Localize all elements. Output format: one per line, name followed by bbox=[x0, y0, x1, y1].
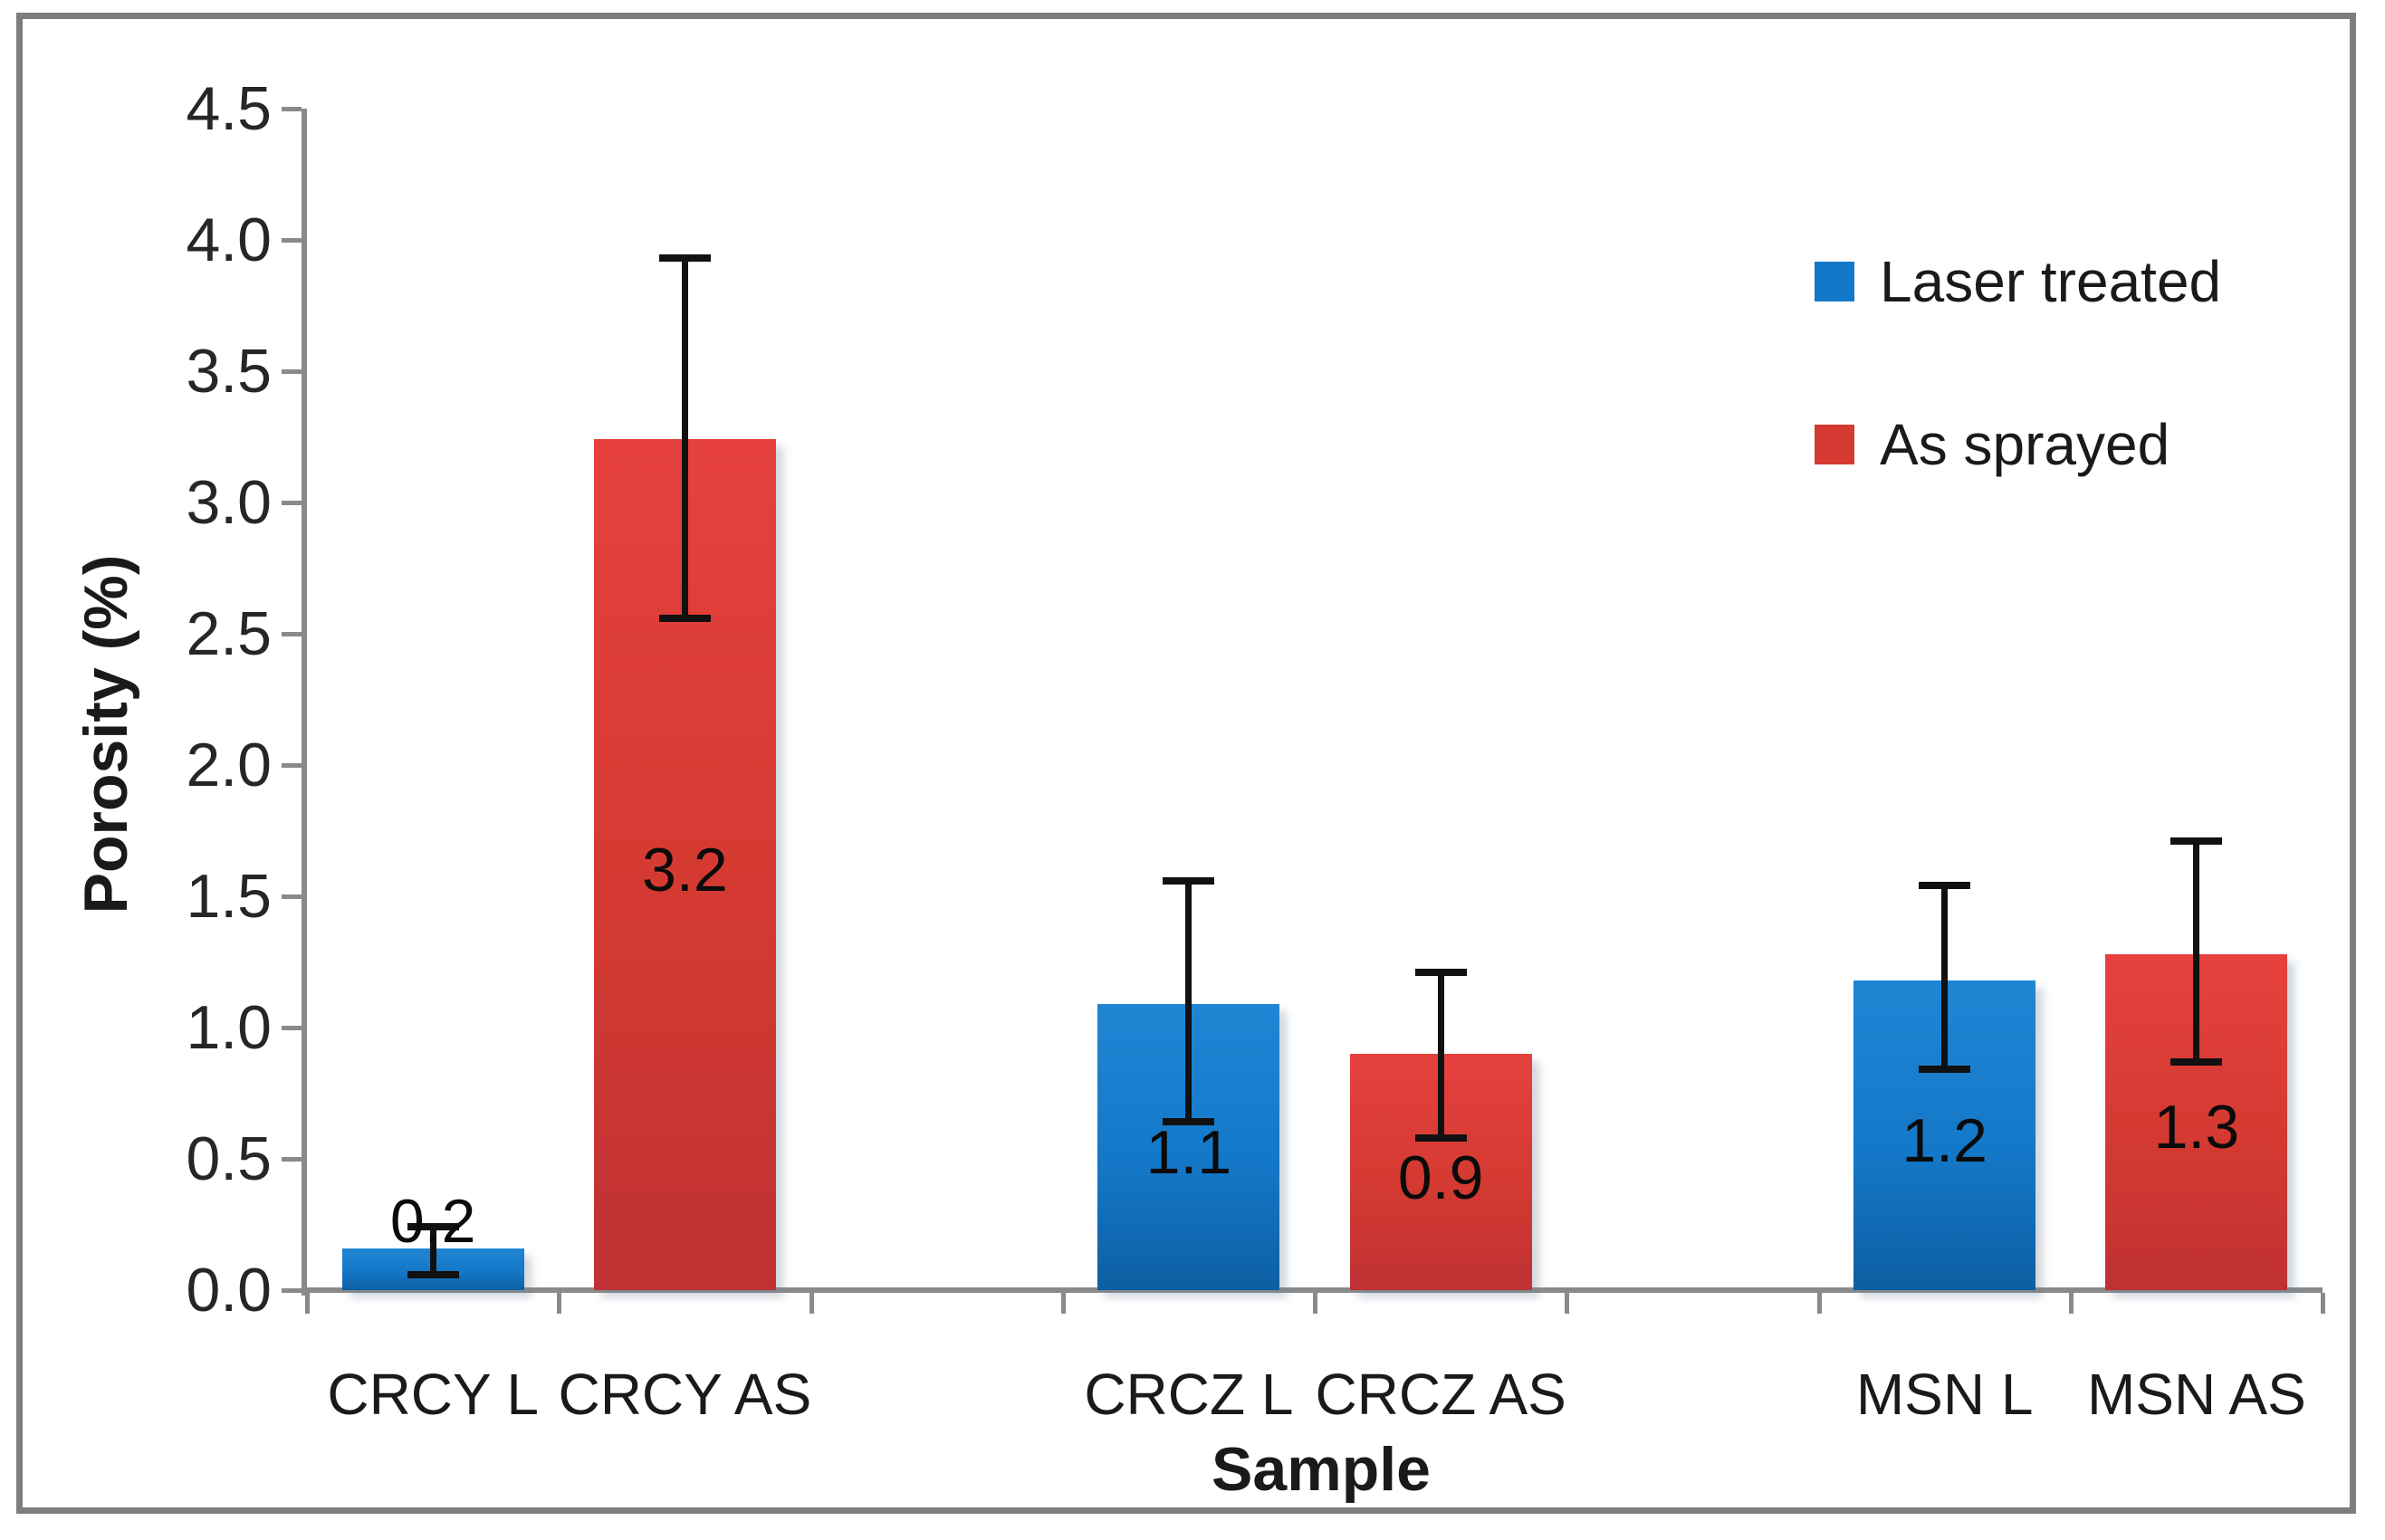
data-label: 1.1 bbox=[1145, 1117, 1232, 1187]
y-axis bbox=[302, 109, 307, 1296]
data-label: 0.2 bbox=[389, 1186, 476, 1256]
x-tick bbox=[2068, 1293, 2074, 1314]
error-bar-line bbox=[429, 1227, 436, 1275]
error-bar-cap-bottom bbox=[407, 1270, 459, 1278]
y-tick-label: 3.0 bbox=[186, 468, 272, 537]
y-tick bbox=[282, 894, 302, 899]
error-bar-line bbox=[1941, 885, 1949, 1070]
y-tick bbox=[282, 1157, 302, 1162]
y-axis-title: Porosity (%) bbox=[72, 554, 140, 914]
error-bar-cap-bottom bbox=[1414, 1133, 1467, 1142]
y-tick bbox=[282, 238, 302, 243]
legend-item-blue: Laser treated bbox=[1815, 253, 2221, 311]
x-axis bbox=[302, 1287, 2323, 1293]
error-bar-cap-top bbox=[1919, 882, 1971, 890]
error-bar-cap-top bbox=[407, 1223, 459, 1231]
x-axis-title: Sample bbox=[1212, 1435, 1431, 1504]
error-bar-line bbox=[1437, 972, 1444, 1138]
x-tick bbox=[557, 1293, 562, 1314]
error-bar-cap-bottom bbox=[658, 614, 711, 622]
y-tick-label: 1.0 bbox=[186, 993, 272, 1062]
x-category-label: MSN L bbox=[1855, 1362, 2034, 1427]
y-tick bbox=[282, 501, 302, 505]
data-label: 1.3 bbox=[2153, 1093, 2240, 1162]
y-tick-label: 0.5 bbox=[186, 1124, 272, 1193]
error-bar-cap-top bbox=[1163, 876, 1215, 885]
x-tick bbox=[1565, 1293, 1570, 1314]
error-bar-cap-top bbox=[2170, 837, 2223, 846]
error-bar-line bbox=[1185, 880, 1192, 1123]
legend-label: Laser treated bbox=[1880, 249, 2222, 314]
x-tick bbox=[1313, 1293, 1317, 1314]
error-bar-line bbox=[2193, 841, 2200, 1062]
data-label: 3.2 bbox=[642, 836, 728, 905]
y-tick-label: 1.5 bbox=[186, 862, 272, 931]
y-tick-label: 4.0 bbox=[186, 206, 272, 274]
error-bar-cap-top bbox=[658, 254, 711, 263]
y-tick bbox=[282, 369, 302, 374]
y-tick bbox=[282, 1288, 302, 1293]
x-category-label: CRCZ AS bbox=[1315, 1362, 1566, 1427]
x-category-label: CRCY AS bbox=[558, 1362, 812, 1427]
x-category-label: CRCY L bbox=[327, 1362, 539, 1427]
error-bar-cap-bottom bbox=[1919, 1066, 1971, 1074]
data-label: 0.9 bbox=[1397, 1143, 1484, 1212]
y-tick-label: 0.0 bbox=[186, 1256, 272, 1325]
error-bar-line bbox=[681, 258, 688, 618]
error-bar-cap-bottom bbox=[2170, 1057, 2223, 1066]
data-label: 1.2 bbox=[1901, 1105, 1988, 1175]
chart-frame: 0.0 0.5 1.0 1.5 2.0 2.5 3.0 3.5 4.0 4.5 0.2 CRCY L 3… bbox=[16, 13, 2356, 1514]
legend-swatch-red bbox=[1815, 425, 1854, 464]
x-tick bbox=[809, 1293, 814, 1314]
y-tick-label: 3.5 bbox=[186, 337, 272, 406]
legend-item-red: As sprayed bbox=[1815, 416, 2169, 473]
legend-swatch-blue bbox=[1815, 262, 1854, 301]
x-tick bbox=[305, 1293, 310, 1314]
y-tick bbox=[282, 763, 302, 768]
x-tick bbox=[1816, 1293, 1822, 1314]
error-bar-cap-bottom bbox=[1163, 1118, 1215, 1126]
y-tick-label: 2.5 bbox=[186, 599, 272, 668]
x-category-label: CRCZ L bbox=[1084, 1362, 1294, 1427]
x-category-label: MSN AS bbox=[2086, 1362, 2306, 1427]
legend-label: As sprayed bbox=[1880, 412, 2170, 477]
y-tick bbox=[282, 107, 302, 111]
x-tick bbox=[1060, 1293, 1066, 1314]
x-tick bbox=[2321, 1293, 2325, 1314]
y-tick bbox=[282, 632, 302, 636]
y-tick-label: 4.5 bbox=[186, 74, 272, 143]
y-tick-label: 2.0 bbox=[186, 731, 272, 799]
error-bar-cap-top bbox=[1414, 969, 1467, 977]
y-tick bbox=[282, 1026, 302, 1030]
